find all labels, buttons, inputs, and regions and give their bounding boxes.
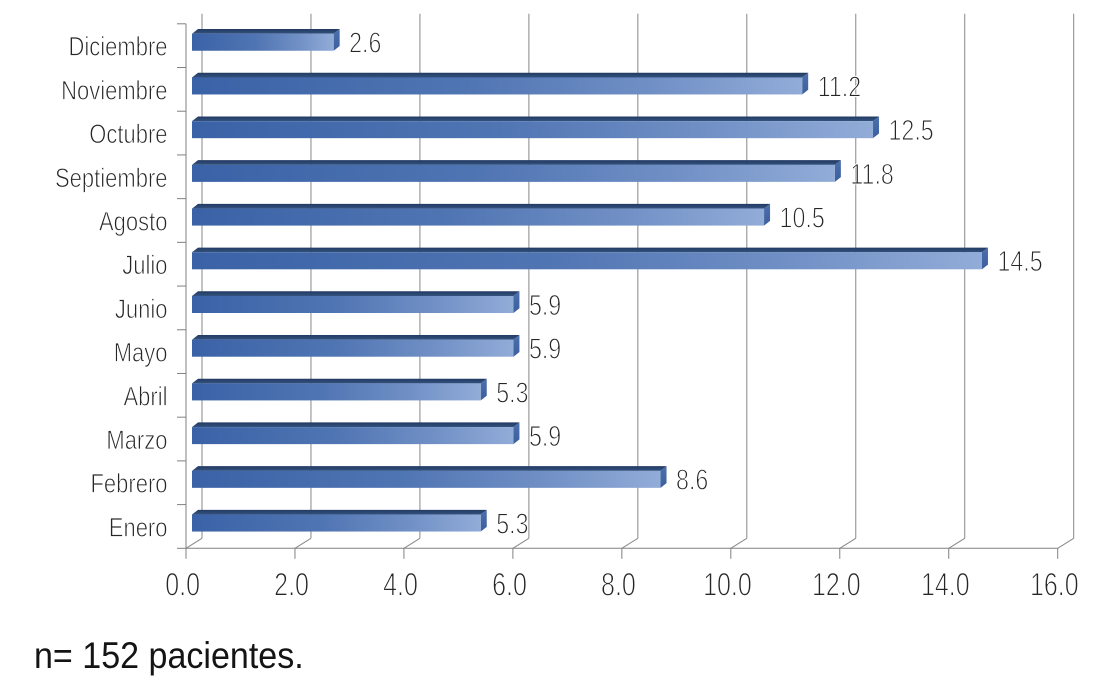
category-label-mayo: Mayo — [114, 338, 168, 368]
bar-marzo — [192, 422, 520, 445]
bar-agosto — [192, 203, 771, 226]
bar-front-face-septiembre — [192, 164, 835, 182]
bar-top-face-mayo — [192, 335, 520, 340]
bar-end-face-febrero — [660, 466, 667, 488]
bar-front-face-diciembre — [192, 33, 334, 51]
bar-front-face-agosto — [192, 208, 765, 226]
category-label-diciembre: Diciembre — [69, 32, 168, 62]
bar-end-face-diciembre — [333, 29, 340, 51]
bar-junio — [192, 291, 520, 314]
bar-end-face-enero — [480, 509, 487, 532]
bar-front-face-julio — [192, 252, 982, 270]
bar-front-face-octubre — [192, 121, 874, 139]
bar-top-face-abril — [192, 378, 487, 384]
bar-diciembre — [192, 29, 340, 51]
bar-end-face-junio — [513, 291, 520, 314]
bar-mayo — [192, 335, 520, 357]
bar-end-face-mayo — [513, 335, 520, 357]
x-tick-label-14.0: 14.0 — [921, 567, 970, 603]
bar-end-face-agosto — [764, 203, 771, 226]
sample-size-caption: n= 152 pacientes. — [34, 635, 304, 676]
gridline-floor-diagonal-6.0 — [512, 537, 530, 549]
bar-front-face-junio — [192, 296, 514, 314]
category-label-febrero: Febrero — [91, 469, 168, 499]
bar-top-face-agosto — [192, 203, 771, 209]
bar-top-face-febrero — [192, 466, 667, 471]
category-label-julio: Julio — [122, 250, 167, 280]
category-label-marzo: Marzo — [106, 425, 167, 455]
x-tick-label-0.0: 0.0 — [165, 567, 200, 603]
value-label-abril: 5.3 — [496, 377, 528, 409]
gridline-floor-diagonal-10.0 — [730, 537, 748, 549]
x-tick-label-4.0: 4.0 — [383, 567, 418, 603]
category-label-noviembre: Noviembre — [61, 75, 167, 105]
category-label-agosto: Agosto — [99, 206, 168, 236]
category-label-abril: Abril — [124, 381, 168, 411]
bar-front-face-mayo — [192, 339, 514, 357]
bar-top-face-noviembre — [192, 72, 809, 78]
gridline-floor-diagonal-16.0 — [1057, 537, 1074, 549]
value-label-marzo: 5.9 — [529, 421, 561, 453]
x-tick-label-6.0: 6.0 — [492, 567, 527, 603]
category-label-enero: Enero — [109, 512, 168, 542]
x-tick-label-8.0: 8.0 — [601, 567, 636, 603]
category-label-octubre: Octubre — [89, 119, 167, 149]
bar-end-face-septiembre — [834, 160, 841, 182]
gridline-floor-diagonal-2.0 — [294, 537, 312, 549]
value-label-octubre: 12.5 — [889, 115, 934, 147]
x-tick-label-12.0: 12.0 — [812, 567, 861, 603]
category-label-junio: Junio — [115, 294, 168, 324]
value-label-junio: 5.9 — [529, 290, 561, 322]
gridline-floor-diagonal-12.0 — [839, 537, 857, 549]
bar-top-face-enero — [192, 509, 487, 515]
gridline-floor-diagonal-8.0 — [621, 537, 639, 549]
bar-end-face-abril — [480, 378, 487, 401]
axis-layer — [177, 23, 1059, 559]
value-label-diciembre: 2.6 — [349, 28, 381, 60]
labels-layer: 0.0 2.0 4.0 6.0 8.0 10.0 12.0 14.0 16.0 Diciembre… — [55, 27, 1080, 603]
bar-top-face-junio — [192, 291, 520, 297]
bar-septiembre — [192, 160, 841, 182]
bar-front-face-febrero — [192, 470, 661, 488]
bar-octubre — [192, 116, 880, 139]
value-label-agosto: 10.5 — [780, 202, 825, 234]
gridline-floor-diagonal-4.0 — [403, 537, 421, 549]
value-label-enero: 5.3 — [496, 508, 528, 540]
bar-end-face-noviembre — [802, 72, 809, 95]
bar-top-face-septiembre — [192, 160, 841, 165]
bar-front-face-noviembre — [192, 77, 803, 95]
x-tick-label-2.0: 2.0 — [274, 567, 309, 603]
value-label-febrero: 8.6 — [676, 465, 708, 497]
grid-layer — [185, 13, 1075, 549]
bar-front-face-abril — [192, 383, 481, 401]
value-label-mayo: 5.9 — [529, 334, 561, 366]
gridline-floor-diagonal-14.0 — [948, 537, 966, 549]
bar-abril — [192, 378, 487, 401]
bar-front-face-marzo — [192, 427, 514, 445]
bar-enero — [192, 509, 487, 532]
value-label-septiembre: 11.8 — [850, 159, 893, 191]
bar-top-face-julio — [192, 247, 988, 253]
bar-top-face-marzo — [192, 422, 520, 428]
x-tick-label-16.0: 16.0 — [1030, 567, 1079, 603]
value-label-julio: 14.5 — [997, 246, 1042, 278]
bar-noviembre — [192, 72, 809, 95]
bar-top-face-diciembre — [192, 29, 340, 34]
bar-febrero — [192, 466, 667, 488]
x-tick-label-10.0: 10.0 — [703, 567, 752, 603]
bars-layer — [192, 29, 988, 532]
bar-end-face-marzo — [513, 422, 520, 445]
gridline-floor-diagonal-0.0 — [185, 537, 203, 549]
bar-julio — [192, 247, 988, 270]
value-label-noviembre: 11.2 — [818, 71, 861, 103]
bar-top-face-octubre — [192, 116, 880, 122]
category-label-septiembre: Septiembre — [55, 163, 168, 193]
bar-end-face-octubre — [873, 116, 880, 139]
bar-front-face-enero — [192, 514, 481, 532]
bar-end-face-julio — [981, 247, 988, 270]
